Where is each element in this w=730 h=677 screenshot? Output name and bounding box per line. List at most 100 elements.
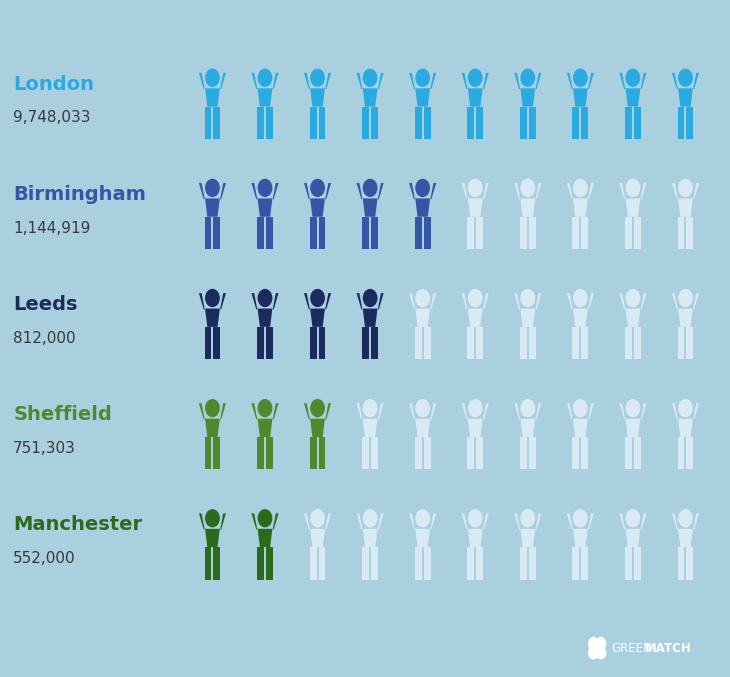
Polygon shape (467, 106, 474, 139)
Polygon shape (619, 293, 625, 309)
Circle shape (520, 509, 535, 527)
Circle shape (520, 179, 535, 197)
Polygon shape (514, 513, 520, 529)
Polygon shape (431, 73, 437, 89)
Polygon shape (310, 309, 325, 327)
Polygon shape (588, 513, 594, 529)
Polygon shape (672, 183, 677, 199)
Polygon shape (678, 309, 693, 327)
Polygon shape (572, 217, 580, 249)
Circle shape (415, 399, 430, 417)
Polygon shape (483, 73, 489, 89)
Circle shape (363, 179, 377, 197)
Polygon shape (468, 529, 483, 547)
Circle shape (468, 179, 483, 197)
Polygon shape (371, 106, 378, 139)
Polygon shape (415, 309, 430, 327)
Polygon shape (423, 327, 431, 359)
Polygon shape (220, 183, 226, 199)
Polygon shape (423, 437, 431, 469)
Polygon shape (461, 293, 467, 309)
Polygon shape (468, 418, 483, 437)
Polygon shape (304, 183, 310, 199)
Text: 552,000: 552,000 (13, 551, 76, 566)
Polygon shape (468, 198, 483, 217)
Polygon shape (205, 88, 220, 106)
Polygon shape (204, 547, 212, 580)
Polygon shape (213, 106, 220, 139)
Polygon shape (581, 327, 588, 359)
Circle shape (415, 289, 430, 307)
Polygon shape (476, 217, 483, 249)
Polygon shape (686, 106, 693, 139)
Polygon shape (626, 309, 640, 327)
Circle shape (573, 509, 588, 527)
Polygon shape (520, 529, 535, 547)
Text: 751,303: 751,303 (13, 441, 76, 456)
Polygon shape (310, 327, 317, 359)
Polygon shape (566, 403, 572, 419)
Polygon shape (672, 513, 677, 529)
Polygon shape (258, 529, 272, 547)
Polygon shape (363, 198, 377, 217)
Polygon shape (581, 217, 588, 249)
Circle shape (596, 646, 607, 659)
Circle shape (205, 289, 220, 307)
Polygon shape (572, 327, 580, 359)
Polygon shape (536, 73, 542, 89)
Polygon shape (199, 183, 204, 199)
Polygon shape (423, 547, 431, 580)
Polygon shape (266, 547, 273, 580)
Polygon shape (483, 513, 489, 529)
Polygon shape (318, 547, 326, 580)
Polygon shape (536, 403, 542, 419)
Polygon shape (634, 547, 641, 580)
Polygon shape (204, 217, 212, 249)
Polygon shape (266, 437, 273, 469)
Circle shape (588, 637, 599, 651)
Polygon shape (625, 547, 632, 580)
Circle shape (626, 289, 640, 307)
Circle shape (520, 289, 535, 307)
Polygon shape (686, 547, 693, 580)
Polygon shape (520, 418, 535, 437)
Polygon shape (572, 106, 580, 139)
Polygon shape (310, 106, 317, 139)
Polygon shape (362, 106, 369, 139)
Polygon shape (686, 437, 693, 469)
Polygon shape (378, 293, 384, 309)
Circle shape (468, 289, 483, 307)
Circle shape (310, 68, 325, 87)
Polygon shape (273, 183, 279, 199)
Polygon shape (514, 293, 520, 309)
Circle shape (626, 68, 640, 87)
Circle shape (205, 399, 220, 417)
Polygon shape (431, 183, 437, 199)
Circle shape (415, 68, 430, 87)
Polygon shape (363, 309, 377, 327)
Polygon shape (431, 403, 437, 419)
Polygon shape (371, 217, 378, 249)
Polygon shape (415, 327, 422, 359)
Polygon shape (677, 547, 685, 580)
Polygon shape (371, 547, 378, 580)
Polygon shape (520, 88, 535, 106)
Polygon shape (378, 73, 384, 89)
Polygon shape (572, 437, 580, 469)
Polygon shape (573, 418, 588, 437)
Polygon shape (520, 217, 527, 249)
Polygon shape (520, 309, 535, 327)
Polygon shape (677, 106, 685, 139)
Polygon shape (672, 403, 677, 419)
Polygon shape (626, 88, 640, 106)
Circle shape (573, 289, 588, 307)
Polygon shape (626, 198, 640, 217)
Polygon shape (318, 217, 326, 249)
Polygon shape (304, 73, 310, 89)
Polygon shape (204, 327, 212, 359)
Polygon shape (423, 106, 431, 139)
Polygon shape (672, 73, 677, 89)
Text: Sheffield: Sheffield (13, 405, 112, 424)
Polygon shape (588, 403, 594, 419)
Polygon shape (199, 403, 204, 419)
